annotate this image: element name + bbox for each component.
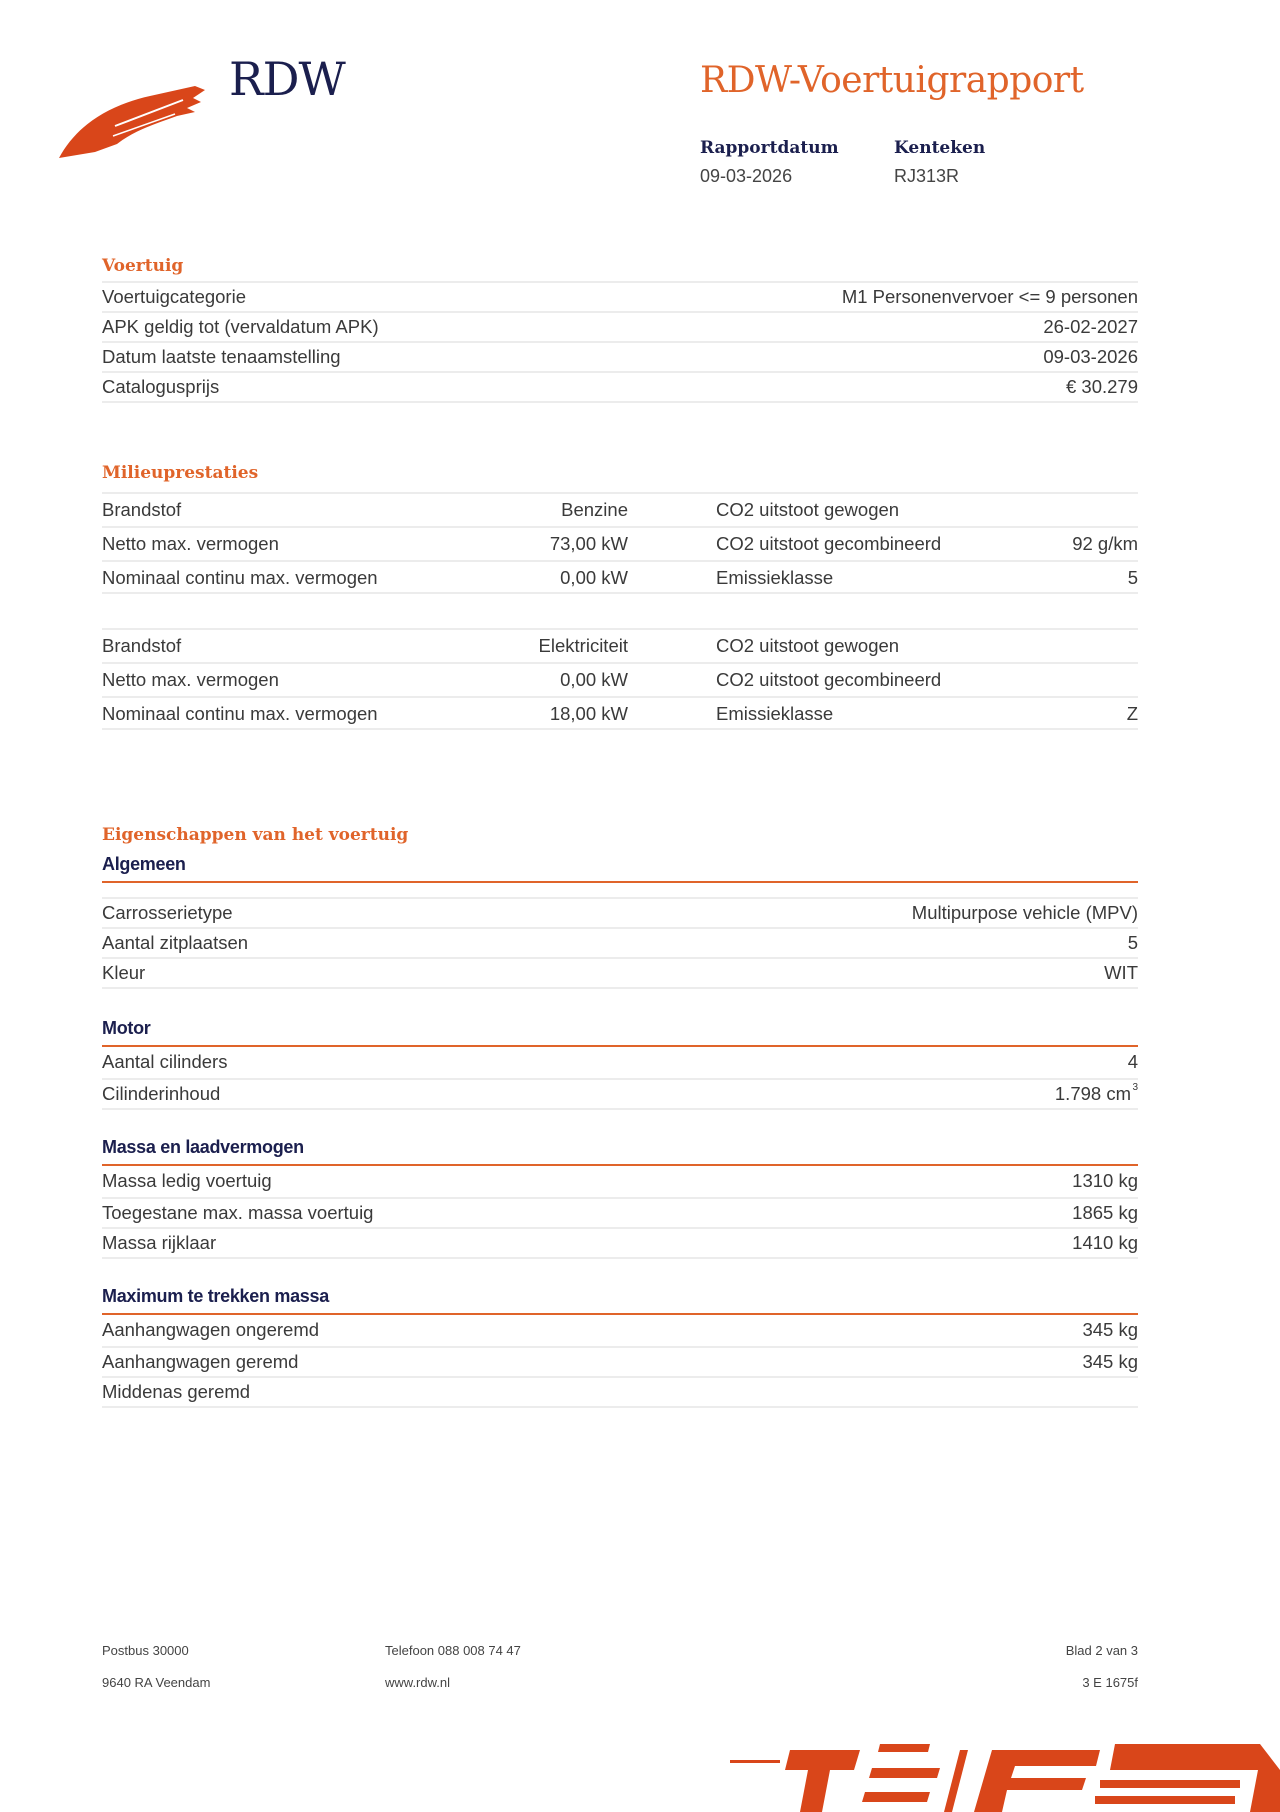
row-value: 1865 kg bbox=[1072, 1202, 1138, 1223]
subsection-heading: Algemeen bbox=[102, 854, 186, 874]
row-label-secondary: Emissieklasse bbox=[716, 703, 834, 724]
footer-page-number: Blad 2 van 3 bbox=[1065, 1643, 1138, 1658]
row-value: 0,00 kW bbox=[560, 567, 628, 588]
subsection-heading: Maximum te trekken massa bbox=[102, 1286, 329, 1306]
row-label: Netto max. vermogen bbox=[102, 533, 279, 554]
plate-value: RJ313R bbox=[894, 166, 960, 186]
footer-address-line2: 9640 RA Veendam bbox=[102, 1675, 211, 1690]
table-row: Aanhangwagen geremd 345 kg bbox=[102, 1346, 1138, 1376]
row-label: APK geldig tot (vervaldatum APK) bbox=[102, 316, 379, 337]
row-value: Elektriciteit bbox=[538, 635, 628, 656]
table-row: Cilinderinhoud 1.798 cm 3 bbox=[102, 1078, 1138, 1110]
row-label-secondary: CO2 uitstoot gecombineerd bbox=[716, 533, 942, 554]
row-value: 09-03-2026 bbox=[1043, 346, 1138, 367]
row-label: Cilinderinhoud bbox=[102, 1083, 221, 1104]
row-label: Aanhangwagen geremd bbox=[102, 1351, 299, 1372]
emission-row: Brandstof Benzine CO2 uitstoot gewogen bbox=[102, 492, 1138, 526]
subsection-heading: Motor bbox=[102, 1018, 151, 1038]
plate-label: Kenteken bbox=[894, 138, 986, 158]
table-row: Toegestane max. massa voertuig 1865 kg bbox=[102, 1197, 1138, 1227]
subsection-heading: Massa en laadvermogen bbox=[102, 1137, 304, 1157]
row-label: Aantal cilinders bbox=[102, 1051, 228, 1072]
subsection-divider bbox=[102, 1045, 1138, 1047]
table-row: Carrosserietype Multipurpose vehicle (MPV… bbox=[102, 897, 1138, 927]
row-label: Carrosserietype bbox=[102, 902, 233, 923]
row-value-secondary: 5 bbox=[1127, 567, 1138, 588]
footer-website-link[interactable]: www.rdw.nl bbox=[385, 1675, 451, 1690]
row-value: Multipurpose vehicle (MPV) bbox=[911, 902, 1138, 923]
table-row: Aantal cilinders 4 bbox=[102, 1048, 1138, 1078]
section-heading-voertuig: Voertuig bbox=[102, 256, 184, 276]
row-value: 345 kg bbox=[1082, 1351, 1138, 1372]
emission-row: Netto max. vermogen 73,00 kW CO2 uitstoot … bbox=[102, 526, 1138, 560]
table-row: Catalogusprijs € 30.279 bbox=[102, 371, 1138, 403]
row-value: 0,00 kW bbox=[560, 669, 628, 690]
row-label: Toegestane max. massa voertuig bbox=[102, 1202, 374, 1223]
row-value: 1310 kg bbox=[1072, 1170, 1138, 1191]
row-label: Datum laatste tenaamstelling bbox=[102, 346, 341, 367]
footer-document-code: 3 E 1675f bbox=[1082, 1675, 1138, 1690]
row-label: Catalogusprijs bbox=[102, 376, 220, 397]
table-row: Aantal zitplaatsen 5 bbox=[102, 927, 1138, 957]
emission-row: Netto max. vermogen 0,00 kW CO2 uitstoot g… bbox=[102, 662, 1138, 696]
table-row: Massa ledig voertuig 1310 kg bbox=[102, 1167, 1138, 1197]
row-label: Voertuigcategorie bbox=[102, 286, 246, 307]
emission-row: Nominaal continu max. vermogen 0,00 kW Emi… bbox=[102, 560, 1138, 594]
table-row: Datum laatste tenaamstelling 09-03-2026 bbox=[102, 341, 1138, 371]
row-value-secondary: 92 g/km bbox=[1072, 533, 1138, 554]
table-row: Aanhangwagen ongeremd 345 kg bbox=[102, 1316, 1138, 1346]
row-value: WIT bbox=[1104, 962, 1138, 983]
row-value: 73,00 kW bbox=[549, 533, 628, 554]
table-row: Voertuigcategorie M1 Personenvervoer <= 9… bbox=[102, 281, 1138, 311]
subsection-divider bbox=[102, 1164, 1138, 1166]
table-row: Massa rijklaar 1410 kg bbox=[102, 1227, 1138, 1259]
row-value: 345 kg bbox=[1082, 1319, 1138, 1340]
row-value: 5 bbox=[1127, 932, 1138, 953]
rdw-logo-text: RDW bbox=[229, 52, 346, 106]
footer-phone: Telefoon 088 008 74 47 bbox=[385, 1643, 521, 1658]
row-value: € 30.279 bbox=[1065, 376, 1138, 397]
footer-address-line1: Postbus 30000 bbox=[102, 1643, 189, 1658]
report-date-label: Rapportdatum bbox=[700, 138, 839, 158]
row-label: Aantal zitplaatsen bbox=[102, 932, 249, 953]
table-row: Middenas geremd bbox=[102, 1376, 1138, 1408]
emission-row: Nominaal continu max. vermogen 18,00 kW Em… bbox=[102, 696, 1138, 730]
row-label-secondary: CO2 uitstoot gewogen bbox=[716, 499, 900, 520]
row-label: Nominaal continu max. vermogen bbox=[102, 567, 378, 588]
row-label: Massa ledig voertuig bbox=[102, 1170, 272, 1191]
row-value: 26-02-2027 bbox=[1043, 316, 1138, 337]
row-label: Brandstof bbox=[102, 635, 182, 656]
table-row: Kleur WIT bbox=[102, 957, 1138, 989]
row-label: Netto max. vermogen bbox=[102, 669, 279, 690]
table-row: APK geldig tot (vervaldatum APK) 26-02-20… bbox=[102, 311, 1138, 341]
row-label: Brandstof bbox=[102, 499, 182, 520]
section-heading-milieuprestaties: Milieuprestaties bbox=[102, 463, 259, 483]
emission-row: Brandstof Elektriciteit CO2 uitstoot gewog… bbox=[102, 628, 1138, 662]
row-label: Nominaal continu max. vermogen bbox=[102, 703, 378, 724]
row-value: 1.798 cm bbox=[1054, 1083, 1131, 1104]
rdw-leaf-logo-icon bbox=[59, 86, 205, 158]
row-label: Aanhangwagen ongeremd bbox=[102, 1319, 320, 1340]
row-value: 4 bbox=[1127, 1051, 1138, 1072]
row-label-secondary: CO2 uitstoot gewogen bbox=[716, 635, 900, 656]
row-label: Massa rijklaar bbox=[102, 1232, 217, 1253]
row-value-secondary: Z bbox=[1126, 703, 1138, 724]
row-label-secondary: Emissieklasse bbox=[716, 567, 834, 588]
section-heading-eigenschappen: Eigenschappen van het voertuig bbox=[102, 825, 409, 845]
row-label-secondary: CO2 uitstoot gecombineerd bbox=[716, 669, 942, 690]
row-label: Middenas geremd bbox=[102, 1381, 251, 1402]
row-value: 18,00 kW bbox=[549, 703, 628, 724]
row-value: M1 Personenvervoer <= 9 personen bbox=[841, 286, 1138, 307]
report-title: RDW-Voertuigrapport bbox=[700, 60, 1084, 101]
subsection-divider bbox=[102, 1313, 1138, 1315]
row-value: 1410 kg bbox=[1072, 1232, 1138, 1253]
report-date-value: 09-03-2026 bbox=[700, 166, 793, 186]
row-label: Kleur bbox=[102, 962, 146, 983]
superscript-unit: 3 bbox=[1132, 1082, 1138, 1093]
rdw-stripes-decoration-icon bbox=[730, 1744, 1280, 1812]
subsection-divider bbox=[102, 881, 1138, 883]
row-value: Benzine bbox=[561, 499, 628, 520]
